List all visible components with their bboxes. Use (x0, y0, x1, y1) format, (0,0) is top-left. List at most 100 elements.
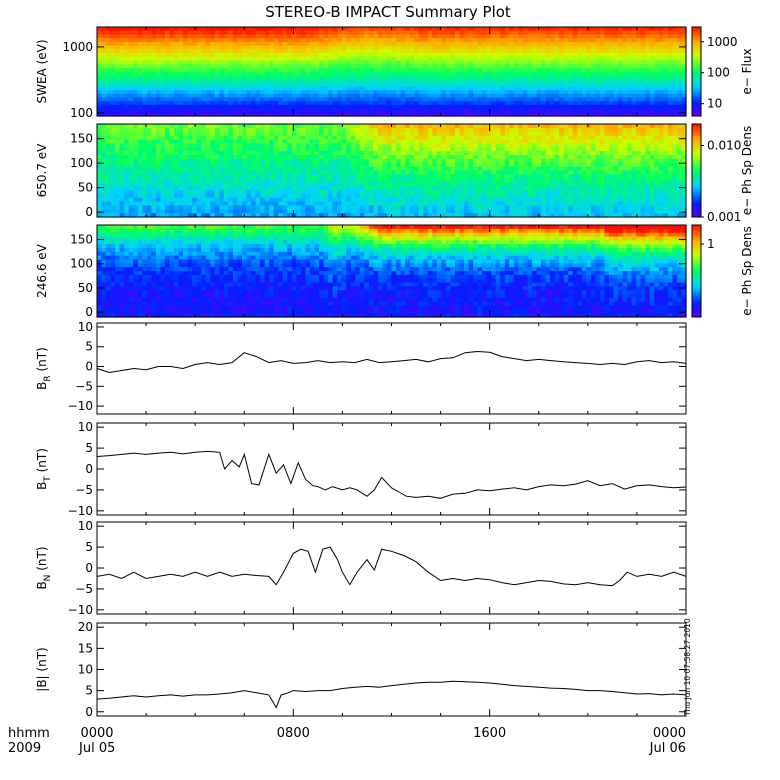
heatmap-cell (237, 166, 243, 172)
heatmap-cell (115, 97, 121, 102)
heatmap-cell (201, 147, 207, 152)
heatmap-cell (631, 71, 637, 76)
heatmap-cell (536, 41, 542, 47)
heatmap-cell (559, 56, 565, 61)
heatmap-cell (386, 151, 393, 156)
heatmap-cell (373, 131, 379, 137)
heatmap-cell (473, 38, 479, 43)
heatmap-cell (563, 41, 569, 47)
heatmap-cell (441, 143, 447, 148)
heatmap-cell (337, 139, 343, 144)
heatmap-cell (477, 52, 483, 58)
heatmap-cell (337, 90, 343, 95)
heatmap-cell (110, 104, 116, 110)
heatmap-cell (187, 90, 193, 95)
heatmap-cell (291, 127, 297, 133)
heatmap-cell (287, 71, 293, 76)
heatmap-cell (427, 78, 433, 84)
heatmap-cell (319, 45, 325, 50)
heatmap-cell (572, 101, 578, 106)
heatmap-cell (627, 90, 633, 95)
heatmap-cell (382, 166, 388, 172)
heatmap-cell (568, 108, 574, 113)
heatmap-cell (269, 93, 275, 99)
heatmap-cell (386, 193, 393, 199)
heatmap-cell (436, 209, 442, 214)
heatmap-cell (513, 49, 519, 54)
heatmap-cell (586, 101, 592, 106)
heatmap-cell (645, 34, 651, 39)
heatmap-cell (386, 108, 393, 113)
heatmap-cell (201, 101, 207, 106)
heatmap-cell (427, 112, 433, 117)
heatmap-cell (427, 90, 433, 95)
heatmap-cell (423, 193, 429, 199)
heatmap-cell (319, 97, 325, 102)
heatmap-cell (350, 201, 356, 206)
heatmap-cell (405, 112, 411, 117)
heatmap-cell (568, 60, 574, 65)
heatmap-cell (119, 143, 125, 148)
heatmap-cell (151, 101, 157, 106)
heatmap-cell (554, 112, 560, 117)
heatmap-cell (577, 38, 583, 43)
heatmap-cell (649, 108, 655, 113)
heatmap-cell (337, 189, 343, 195)
heatmap-cell (341, 213, 347, 218)
heatmap-cell (436, 56, 442, 61)
heatmap-cell (232, 90, 239, 95)
heatmap-cell (305, 27, 311, 32)
heatmap-cell (219, 174, 225, 179)
heatmap-cell (251, 209, 257, 214)
heatmap-cell (137, 166, 143, 172)
heatmap-cell (278, 158, 284, 164)
heatmap-cell (550, 75, 556, 80)
heatmap-cell (228, 178, 234, 183)
heatmap-cell (328, 197, 334, 203)
heatmap-cell (513, 90, 519, 95)
heatmap-cell (201, 205, 207, 210)
heatmap-cell (155, 162, 162, 168)
heatmap-cell (586, 60, 592, 65)
heatmap-cell (396, 108, 402, 113)
heatmap-cell (151, 86, 157, 91)
heatmap-cell (214, 38, 220, 43)
heatmap-cell (155, 112, 162, 117)
heatmap-cell (328, 97, 334, 102)
heatmap-cell (210, 209, 216, 214)
heatmap-cell (305, 182, 311, 187)
heatmap-cell (518, 78, 524, 84)
heatmap-cell (146, 127, 152, 133)
heatmap-cell (382, 197, 388, 203)
heatmap-cell (237, 82, 243, 87)
heatmap-cell (667, 38, 674, 43)
heatmap-cell (192, 205, 198, 210)
heatmap-cell (477, 82, 483, 87)
heatmap-cell (106, 82, 112, 87)
heatmap-cell (300, 147, 307, 152)
heatmap-cell (128, 78, 134, 84)
heatmap-cell (273, 101, 279, 106)
heatmap-cell (192, 56, 198, 61)
heatmap-cell (495, 67, 501, 73)
heatmap-cell (391, 30, 397, 36)
heatmap-cell (436, 67, 442, 73)
heatmap-cell (264, 151, 270, 156)
heatmap-cell (219, 52, 225, 58)
heatmap-cell (504, 34, 510, 39)
heatmap-cell (101, 41, 107, 47)
heatmap-cell (409, 151, 415, 156)
heatmap-cell (432, 60, 438, 65)
heatmap-cell (201, 201, 207, 206)
heatmap-cell (251, 52, 257, 58)
heatmap-cell (269, 158, 275, 164)
heatmap-cell (382, 112, 388, 117)
heatmap-cell (300, 193, 307, 199)
heatmap-cell (649, 82, 655, 87)
heatmap-cell (590, 45, 596, 50)
heatmap-cell (251, 124, 257, 129)
heatmap-cell (309, 90, 316, 95)
heatmap-cell (309, 186, 316, 191)
heatmap-cell (337, 131, 343, 137)
heatmap-cell (291, 64, 297, 69)
